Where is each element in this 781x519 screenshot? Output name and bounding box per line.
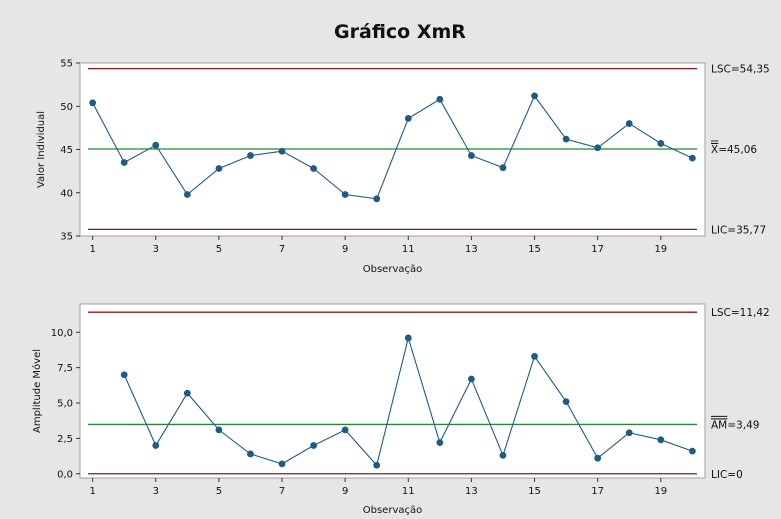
individuals-center-label-value: =45,06 <box>718 144 757 156</box>
moving-range-data-point <box>468 375 475 383</box>
moving-range-x-tick-label: 13 <box>465 486 478 497</box>
moving-range-x-tick-label: 15 <box>528 486 541 497</box>
moving-range-y-tick-label: 5,0 <box>57 399 73 410</box>
moving-range-data-point <box>562 398 570 406</box>
individuals-x-tick-label: 5 <box>216 244 222 255</box>
moving-range-y-tick-label: 10,0 <box>51 328 73 339</box>
moving-range-data-point <box>625 429 633 437</box>
moving-range-upper-limit-label: LSC=11,42 <box>711 307 770 319</box>
individuals-data-point <box>625 120 633 127</box>
moving-range-data-point <box>278 460 286 468</box>
individuals-series-line <box>92 94 693 200</box>
moving-range-data-point <box>373 461 381 469</box>
individuals-data-point <box>562 135 570 143</box>
individuals-data-point <box>152 141 160 149</box>
individuals-y-axis-label: Valor Individual <box>36 111 47 188</box>
moving-range-x-tick-label: 7 <box>279 486 285 497</box>
moving-range-center-label-value: =3,49 <box>727 419 759 431</box>
individuals-center-label: X=45,06 <box>711 144 757 156</box>
moving-range-x-tick-label: 5 <box>216 486 222 497</box>
moving-range-x-tick-label: 1 <box>89 486 95 497</box>
individuals-y-tick-label: 55 <box>60 59 73 70</box>
individuals-data-point <box>468 152 475 159</box>
moving-range-data-point <box>247 450 254 458</box>
individuals-x-tick-label: 9 <box>342 244 348 255</box>
moving-range-data-point <box>183 389 191 397</box>
moving-range-x-tick-label: 19 <box>654 486 667 497</box>
chart-title: Gráfico XmR <box>334 21 466 43</box>
individuals-data-point <box>436 95 444 103</box>
individuals-data-point <box>531 92 538 100</box>
individuals-data-point <box>657 140 665 147</box>
individuals-x-tick-label: 3 <box>153 244 159 255</box>
individuals-data-point <box>341 191 349 198</box>
moving-range-lower-limit-label: LIC=0 <box>711 469 743 481</box>
individuals-data-point <box>247 152 254 159</box>
moving-range-data-point <box>215 426 223 434</box>
moving-range-y-tick-label: 0,0 <box>57 469 73 480</box>
individuals-data-point <box>89 99 97 107</box>
individuals-center-label-symbol: X <box>711 144 718 156</box>
moving-range-plot-area <box>79 303 706 479</box>
moving-range-data-point <box>594 454 602 462</box>
individuals-x-tick-label: 13 <box>465 244 478 255</box>
moving-range-x-tick-label: 9 <box>342 486 348 497</box>
moving-range-data-point <box>531 352 538 360</box>
individuals-y-tick-label: 40 <box>60 188 73 199</box>
moving-range-x-tick-label: 11 <box>402 486 415 497</box>
individuals-y-tick-label: 50 <box>60 102 73 113</box>
individuals-x-tick-label: 1 <box>89 244 95 255</box>
moving-range-data-point <box>310 442 317 449</box>
moving-range-data-point <box>120 371 128 379</box>
moving-range-y-tick-label: 2,5 <box>57 434 73 445</box>
individuals-upper-limit-label: LSC=54,35 <box>711 64 770 76</box>
individuals-data-point <box>373 195 381 203</box>
moving-range-data-point <box>404 334 412 342</box>
individuals-data-point <box>183 191 191 198</box>
individuals-x-tick-label: 11 <box>402 244 415 255</box>
moving-range-y-axis-label: Amplitude Móvel <box>31 349 43 433</box>
moving-range-center-label-symbol: AM <box>711 419 727 431</box>
individuals-lower-limit-label: LIC=35,77 <box>711 224 766 236</box>
individuals-data-point <box>120 159 128 166</box>
moving-range-y-tick-label: 7,5 <box>57 363 73 374</box>
individuals-x-tick-label: 19 <box>654 244 667 255</box>
moving-range-data-point <box>341 426 349 434</box>
moving-range-data-point <box>436 439 444 447</box>
moving-range-x-tick-label: 17 <box>591 486 604 497</box>
individuals-x-tick-label: 17 <box>591 244 604 255</box>
moving-range-data-point <box>657 436 665 444</box>
individuals-data-point <box>499 164 507 172</box>
individuals-data-point <box>688 154 696 162</box>
individuals-x-axis-label: Observação <box>363 264 422 275</box>
moving-range-x-axis-label: Observação <box>363 505 422 516</box>
individuals-data-point <box>310 165 317 172</box>
moving-range-x-tick-label: 3 <box>153 486 159 497</box>
individuals-data-point <box>215 165 223 172</box>
moving-range-data-point <box>499 451 507 459</box>
individuals-y-tick-label: 45 <box>60 145 73 156</box>
moving-range-data-point <box>688 447 696 455</box>
individuals-data-point <box>594 144 602 152</box>
individuals-x-tick-label: 15 <box>528 244 541 255</box>
individuals-data-point <box>278 147 286 155</box>
moving-range-data-point <box>152 442 160 449</box>
individuals-data-point <box>404 114 412 122</box>
individuals-y-tick-label: 35 <box>60 232 73 243</box>
moving-range-center-label: AM=3,49 <box>711 419 759 431</box>
individuals-x-tick-label: 7 <box>279 244 285 255</box>
